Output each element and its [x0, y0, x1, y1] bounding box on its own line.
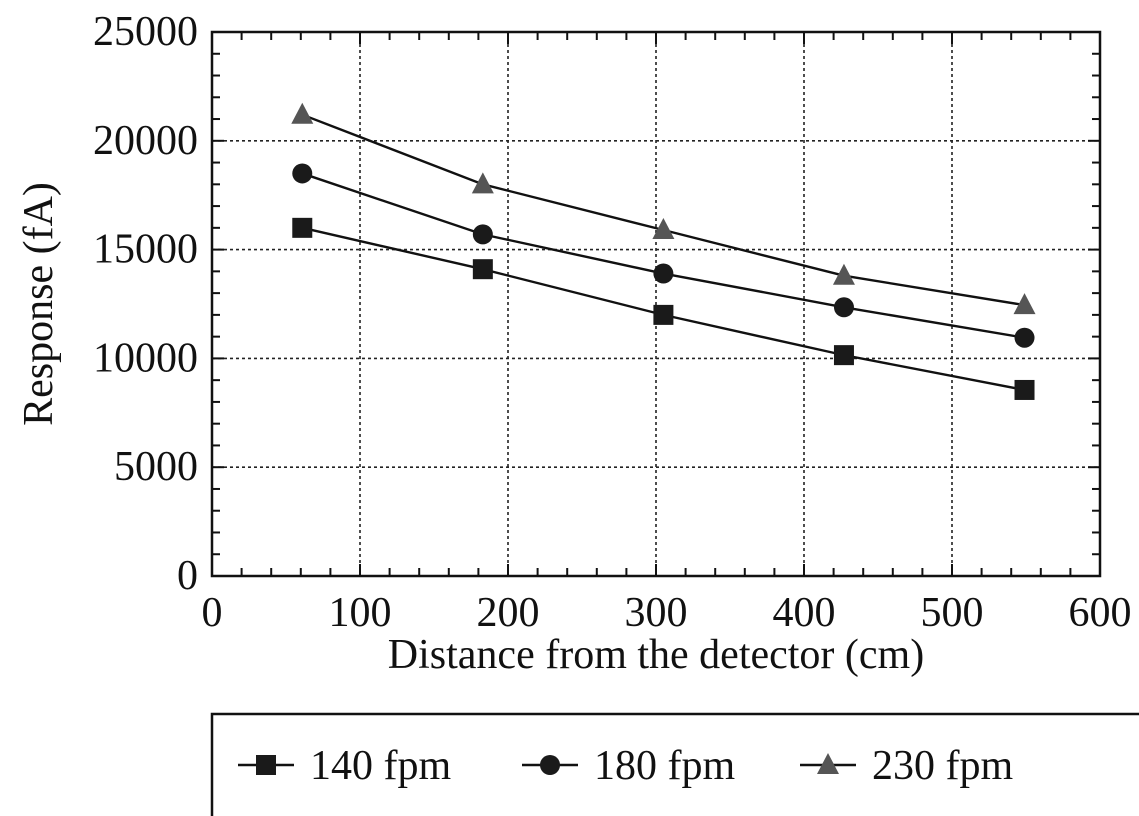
- legend-label: 180 fpm: [594, 743, 735, 789]
- data-point: [1014, 379, 1035, 400]
- y-tick-label: 0: [177, 553, 198, 599]
- x-tick-label: 0: [202, 590, 223, 636]
- x-tick-label: 600: [1069, 590, 1132, 636]
- legend-item: 180 fpm: [522, 743, 735, 789]
- data-point: [292, 163, 313, 184]
- data-point: [653, 263, 674, 284]
- x-tick-label: 100: [329, 590, 392, 636]
- data-point: [1013, 293, 1036, 315]
- plot-frame: [210, 30, 1102, 578]
- y-tick-label: 15000: [93, 227, 198, 273]
- legend: 140 fpm 180 fpm 230 fpm: [210, 712, 1139, 816]
- legend-marker: [817, 753, 839, 774]
- x-tick-label: 200: [477, 590, 540, 636]
- series-square: [292, 217, 1035, 400]
- legend-label: 140 fpm: [310, 743, 451, 789]
- legend-frame: [210, 712, 1139, 816]
- legend-label: 230 fpm: [872, 743, 1013, 789]
- legend-marker: [540, 755, 560, 775]
- data-point: [472, 259, 493, 280]
- data-point: [472, 224, 493, 245]
- y-tick-label: 10000: [93, 335, 198, 381]
- data-point: [652, 218, 675, 240]
- legend-item: 140 fpm: [238, 743, 451, 789]
- y-tick-label: 20000: [93, 118, 198, 164]
- data-point: [833, 345, 854, 366]
- x-tick-label: 400: [773, 590, 836, 636]
- data-point: [292, 217, 313, 238]
- y-tick-label: 25000: [93, 9, 198, 55]
- data-point: [1014, 327, 1035, 348]
- x-tick-labels: 0 100 200 300 400 500 600: [202, 590, 1132, 636]
- series-circle: [292, 163, 1035, 348]
- legend-item: 230 fpm: [800, 743, 1013, 789]
- x-tick-label: 500: [921, 590, 984, 636]
- series-layer: [291, 102, 1036, 400]
- data-point: [653, 304, 674, 325]
- legend-marker: [256, 755, 276, 775]
- y-tick-labels: 0 5000 10000 15000 20000 25000: [93, 9, 198, 599]
- x-tick-label: 300: [625, 590, 688, 636]
- y-tick-label: 5000: [114, 444, 198, 490]
- data-point: [471, 172, 494, 194]
- x-axis-title: Distance from the detector (cm): [388, 632, 924, 678]
- y-axis-title: Response (fA): [16, 182, 62, 426]
- grid-lines: [212, 32, 1100, 576]
- data-point: [291, 102, 314, 124]
- data-point: [832, 263, 855, 285]
- data-point: [833, 297, 854, 318]
- series-triangle: [291, 102, 1036, 315]
